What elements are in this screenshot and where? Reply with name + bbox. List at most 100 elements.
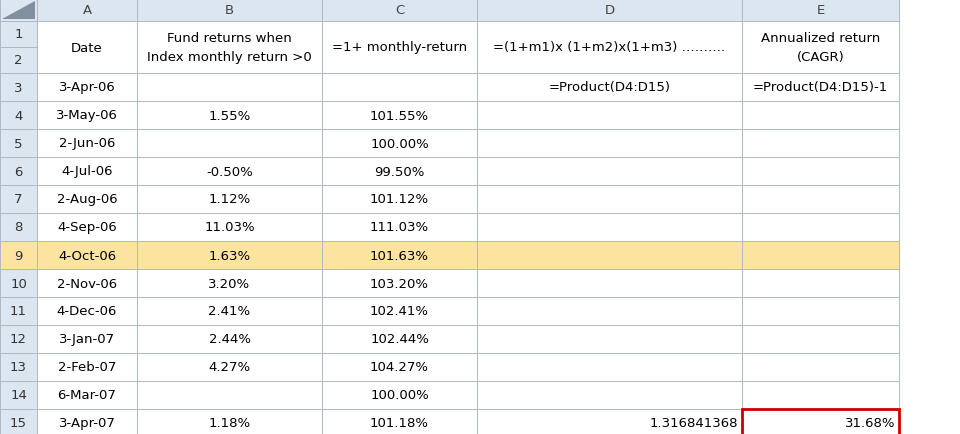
Bar	[742, 186, 899, 214]
Bar	[477, 381, 742, 409]
Text: B: B	[225, 4, 234, 17]
Bar	[742, 381, 899, 409]
Bar	[137, 74, 322, 102]
Bar	[137, 186, 322, 214]
Bar	[37, 130, 137, 158]
Text: 14: 14	[10, 388, 27, 401]
Bar	[322, 74, 477, 102]
Bar	[322, 22, 477, 74]
Bar	[477, 270, 742, 297]
Text: 100.00%: 100.00%	[371, 388, 429, 401]
Bar	[477, 130, 742, 158]
Text: 2.44%: 2.44%	[208, 333, 251, 346]
Bar	[0, 325, 37, 353]
Text: 12: 12	[10, 333, 27, 346]
Text: 1: 1	[14, 29, 23, 41]
Bar	[742, 102, 899, 130]
Text: 10: 10	[10, 277, 27, 290]
Text: 1.316841368: 1.316841368	[650, 417, 738, 430]
Bar	[0, 48, 37, 74]
Bar	[137, 0, 322, 22]
Text: 4-Sep-06: 4-Sep-06	[58, 221, 117, 234]
Text: 3-May-06: 3-May-06	[56, 109, 118, 122]
Bar	[742, 241, 899, 270]
Text: 2-Jun-06: 2-Jun-06	[59, 137, 115, 150]
Text: 4-Oct-06: 4-Oct-06	[58, 249, 116, 262]
Bar	[477, 297, 742, 325]
Bar	[0, 381, 37, 409]
Text: 4: 4	[14, 109, 23, 122]
Bar	[322, 325, 477, 353]
Text: 4-Dec-06: 4-Dec-06	[57, 305, 117, 318]
Bar	[322, 241, 477, 270]
Bar	[0, 297, 37, 325]
Bar	[37, 297, 137, 325]
Bar	[37, 353, 137, 381]
Bar	[322, 130, 477, 158]
Bar	[37, 74, 137, 102]
Text: 101.12%: 101.12%	[370, 193, 429, 206]
Text: 11.03%: 11.03%	[204, 221, 254, 234]
Bar	[477, 0, 742, 22]
Text: 102.41%: 102.41%	[370, 305, 429, 318]
Bar	[322, 0, 477, 22]
Text: 15: 15	[10, 417, 27, 430]
Bar	[322, 214, 477, 241]
Text: 6: 6	[14, 165, 23, 178]
Bar	[37, 270, 137, 297]
Bar	[0, 22, 37, 48]
Text: 3: 3	[14, 81, 23, 94]
Text: Annualized return
(CAGR): Annualized return (CAGR)	[761, 33, 880, 63]
Bar	[137, 297, 322, 325]
Text: 101.55%: 101.55%	[370, 109, 429, 122]
Text: 2-Aug-06: 2-Aug-06	[57, 193, 117, 206]
Bar	[477, 325, 742, 353]
Text: 9: 9	[14, 249, 23, 262]
Bar	[742, 270, 899, 297]
Bar	[742, 325, 899, 353]
Bar	[37, 409, 137, 434]
Bar	[477, 214, 742, 241]
Text: 1.12%: 1.12%	[208, 193, 251, 206]
Text: 6-Mar-07: 6-Mar-07	[58, 388, 116, 401]
Bar	[322, 297, 477, 325]
Bar	[322, 158, 477, 186]
Text: 3.20%: 3.20%	[208, 277, 251, 290]
Bar	[37, 325, 137, 353]
Bar	[137, 325, 322, 353]
Bar	[137, 353, 322, 381]
Text: 99.50%: 99.50%	[374, 165, 424, 178]
Text: 101.63%: 101.63%	[370, 249, 429, 262]
Bar	[477, 186, 742, 214]
Text: =(1+m1)x (1+m2)x(1+m3) ……….: =(1+m1)x (1+m2)x(1+m3) ……….	[493, 41, 726, 54]
Text: =Product(D4:D15)-1: =Product(D4:D15)-1	[753, 81, 888, 94]
Bar	[742, 130, 899, 158]
Bar	[322, 381, 477, 409]
Text: 101.18%: 101.18%	[370, 417, 429, 430]
Text: E: E	[816, 4, 825, 17]
Bar	[742, 409, 899, 434]
Bar	[742, 0, 899, 22]
Bar	[477, 158, 742, 186]
Text: 2.41%: 2.41%	[208, 305, 251, 318]
Bar	[477, 102, 742, 130]
Bar	[0, 214, 37, 241]
Bar	[37, 381, 137, 409]
Bar	[137, 241, 322, 270]
Bar	[742, 158, 899, 186]
Bar	[0, 353, 37, 381]
Bar	[742, 74, 899, 102]
Text: 11: 11	[10, 305, 27, 318]
Bar	[0, 270, 37, 297]
Text: -0.50%: -0.50%	[206, 165, 252, 178]
Text: D: D	[605, 4, 614, 17]
Bar	[0, 102, 37, 130]
Text: =Product(D4:D15): =Product(D4:D15)	[548, 81, 670, 94]
Bar	[322, 186, 477, 214]
Text: 1.63%: 1.63%	[208, 249, 251, 262]
Bar	[37, 0, 137, 22]
Bar	[137, 102, 322, 130]
Bar	[742, 214, 899, 241]
Bar	[742, 22, 899, 74]
Text: 100.00%: 100.00%	[371, 137, 429, 150]
